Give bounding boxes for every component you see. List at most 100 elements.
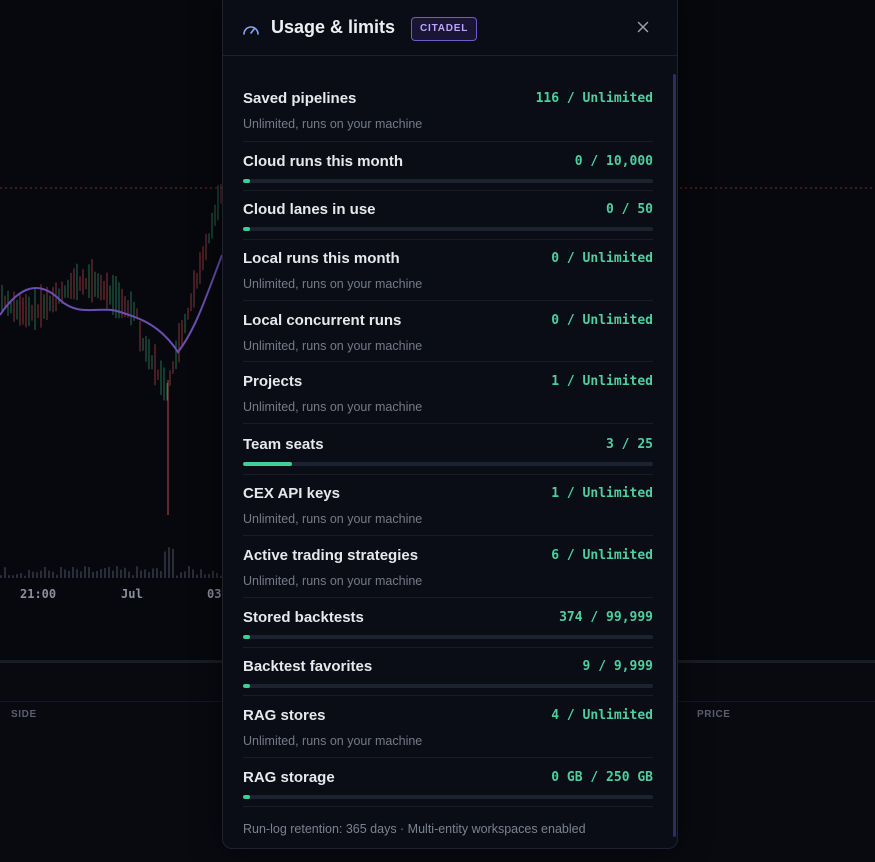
modal-title: Usage & limits [271, 17, 396, 37]
limit-row: Local concurrent runs 0 / Unlimited Unlimi… [243, 312, 653, 362]
volume-bar [80, 571, 82, 578]
volume-bar [212, 570, 214, 578]
limit-label: Local runs this month [243, 250, 400, 267]
volume-bar [24, 575, 26, 578]
column-header-side[interactable]: SIDE [11, 709, 37, 720]
volume-bar [204, 574, 206, 578]
volume-bar [108, 566, 110, 578]
volume-bar [128, 571, 130, 578]
limit-row: Projects 1 / Unlimited Unlimited, runs on … [243, 373, 653, 424]
limit-value: 0 / Unlimited [551, 313, 653, 328]
limit-value: 0 / Unlimited [551, 251, 653, 266]
volume-bar [76, 569, 78, 578]
moving-average-line [0, 254, 223, 354]
limit-value: 4 / Unlimited [551, 708, 653, 723]
usage-progress-fill [243, 179, 251, 183]
volume-bar [96, 571, 98, 578]
limit-description: Unlimited, runs on your machine [243, 277, 423, 291]
limit-row: Active trading strategies 6 / Unlimited Un… [243, 547, 653, 598]
usage-progress-bar [243, 227, 653, 231]
volume-bar [116, 566, 118, 578]
time-axis-label: 03 [207, 587, 222, 601]
volume-bar [136, 566, 138, 578]
time-axis-label: Jul [121, 587, 143, 601]
volume-bar [40, 570, 42, 578]
usage-progress-fill [243, 635, 251, 639]
plan-badge: CITADEL [411, 17, 478, 41]
limit-row: Cloud lanes in use 0 / 50 [243, 201, 653, 240]
limit-description: Unlimited, runs on your machine [243, 117, 423, 131]
modal-header: Usage & limits CITADEL [223, 0, 677, 56]
volume-bar [176, 575, 178, 578]
usage-limits-modal: Usage & limits CITADEL Saved pipelines 11… [222, 0, 678, 849]
limit-label: RAG storage [243, 769, 335, 786]
volume-bar [16, 574, 18, 578]
limit-label: Stored backtests [243, 609, 364, 626]
volume-bar [172, 548, 174, 578]
volume-bar [188, 566, 190, 578]
volume-bar [168, 547, 170, 578]
limit-label: Local concurrent runs [243, 312, 402, 329]
volume-bar [120, 569, 122, 578]
limit-description: Unlimited, runs on your machine [243, 339, 423, 353]
volume-bar [36, 572, 38, 578]
limit-row: CEX API keys 1 / Unlimited Unlimited, runs… [243, 485, 653, 536]
volume-bar [144, 569, 146, 578]
limit-label: Saved pipelines [243, 90, 357, 107]
volume-bar [0, 575, 2, 578]
usage-progress-bar [243, 179, 653, 183]
volume-bar [180, 572, 182, 578]
limit-label: CEX API keys [243, 485, 340, 502]
limit-description: Unlimited, runs on your machine [243, 574, 423, 588]
usage-progress-fill [243, 227, 251, 231]
volume-bar [84, 566, 86, 578]
volume-bar [56, 574, 58, 578]
limit-label: Cloud lanes in use [243, 201, 376, 218]
volume-bar [216, 572, 218, 578]
volume-bar [44, 566, 46, 578]
limit-value: 116 / Unlimited [535, 91, 653, 106]
volume-bar [12, 575, 14, 578]
limit-description: Unlimited, runs on your machine [243, 512, 423, 526]
close-icon[interactable] [635, 19, 651, 35]
volume-bar [196, 574, 198, 578]
limit-value: 9 / 9,999 [582, 659, 653, 674]
volume-bar [200, 569, 202, 578]
volume-bar [68, 571, 70, 578]
limit-value: 3 / 25 [606, 437, 653, 452]
usage-progress-bar [243, 462, 653, 466]
footer-note: Run-log retention: 365 days · Multi-enti… [243, 822, 586, 836]
limit-label: RAG stores [243, 707, 326, 724]
limit-label: Active trading strategies [243, 547, 419, 564]
limit-value: 1 / Unlimited [551, 486, 653, 501]
limit-row: Stored backtests 374 / 99,999 [243, 609, 653, 648]
scrollbar[interactable] [673, 74, 676, 837]
limit-row: Backtest favorites 9 / 9,999 [243, 658, 653, 696]
volume-bar [60, 567, 62, 578]
limit-value: 6 / Unlimited [551, 548, 653, 563]
volume-bar [124, 567, 126, 578]
volume-bar [4, 567, 6, 578]
limit-value: 0 / 10,000 [574, 154, 653, 169]
limits-list: Saved pipelines 116 / Unlimited Unlimited,… [243, 56, 653, 848]
volume-bar [72, 566, 74, 578]
limit-row: Saved pipelines 116 / Unlimited Unlimited,… [243, 90, 653, 142]
limit-description: Unlimited, runs on your machine [243, 734, 423, 748]
limit-row: Cloud runs this month 0 / 10,000 [243, 153, 653, 191]
limit-label: Cloud runs this month [243, 153, 403, 170]
column-header-price[interactable]: PRICE [697, 709, 731, 720]
volume-bar [20, 572, 22, 578]
volume-bar [8, 575, 10, 578]
usage-progress-fill [243, 795, 251, 799]
usage-progress-bar [243, 635, 653, 639]
limit-label: Projects [243, 373, 303, 390]
usage-progress-fill [243, 462, 293, 466]
limit-row: Local runs this month 0 / Unlimited Unlimi… [243, 250, 653, 301]
volume-bar [32, 571, 34, 578]
volume-bar [208, 573, 210, 578]
volume-bar [152, 568, 154, 578]
limit-row: Team seats 3 / 25 [243, 436, 653, 475]
limit-value: 1 / Unlimited [551, 374, 653, 389]
